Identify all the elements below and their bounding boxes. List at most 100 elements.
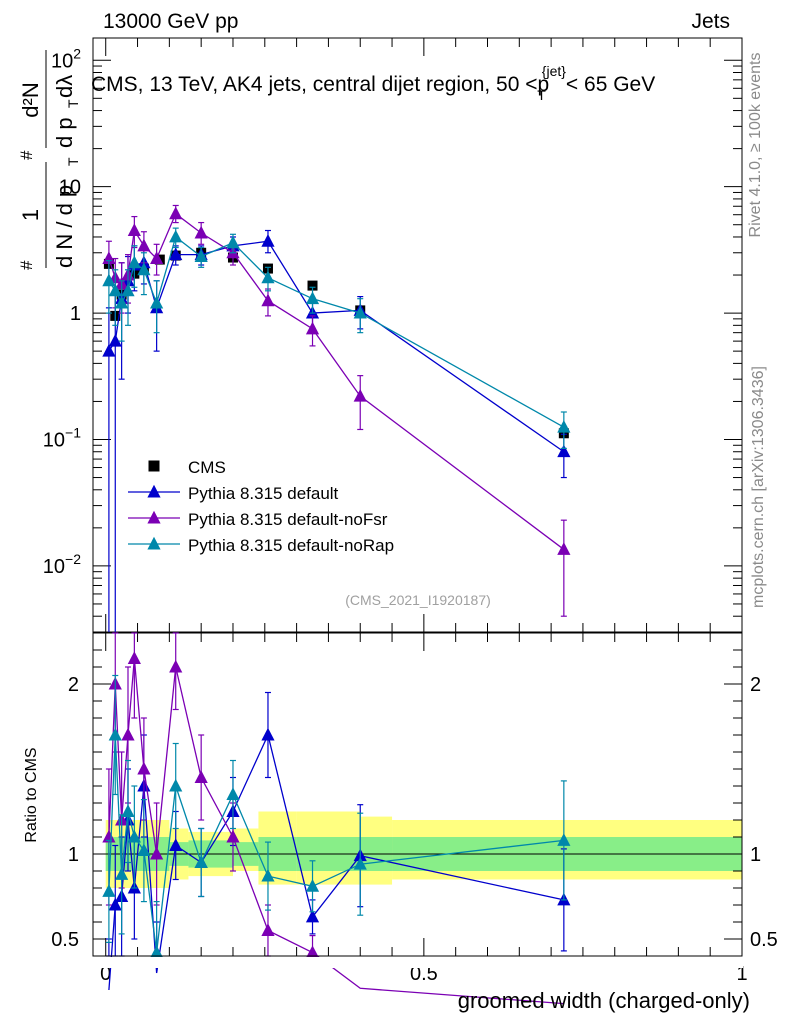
ratio-clip-bottom [92, 957, 743, 968]
x-axis-label: groomed width (charged-only) [458, 988, 750, 1013]
y-label-den2-sub: T [65, 99, 81, 108]
ratio-y-tick-label-right: 2 [750, 674, 761, 696]
noRap-point [557, 419, 571, 433]
noRap-ratio-point [108, 727, 122, 741]
noFsr-ratio-point [226, 829, 240, 843]
noRap-ratio-point [353, 856, 367, 870]
legend-marker-noRap [147, 536, 161, 550]
noRap-ratio-point [169, 778, 183, 792]
noFsr-point [102, 251, 116, 264]
ratio-series-noRap [102, 674, 571, 959]
rivet-label: Rivet 4.1.0, ≥ 100k events [747, 53, 764, 238]
y-label-den1: d N / d p [52, 185, 77, 268]
main-frame [92, 37, 743, 633]
default-ratio-point [305, 909, 320, 923]
y-label-den1-sub: T [65, 157, 81, 166]
noRap-ratio-point [137, 843, 151, 857]
ratio-y-label: Ratio to CMS [23, 747, 40, 842]
legend: CMS Pythia 8.315 default Pythia 8.315 defa… [128, 458, 394, 555]
mcplots-label: mcplots.cern.ch [arXiv:1306.3436] [750, 366, 767, 608]
main-panel-series [102, 204, 571, 632]
noFsr-point [305, 321, 320, 335]
noFsr-ratio-point [169, 659, 183, 673]
noRap-point [137, 262, 151, 276]
noFsr-ratio-point [121, 727, 135, 741]
default-ratio-line [108, 733, 564, 991]
noRap-ratio-point [102, 884, 116, 897]
default-point [557, 444, 571, 458]
noRap-ratio-point [121, 804, 135, 817]
x-tick-label: 0.5 [410, 963, 438, 985]
noFsr-point [261, 293, 275, 307]
y-label-hash: # [17, 260, 36, 270]
noFsr-ratio-point [261, 923, 275, 936]
noRap-point [261, 270, 275, 284]
noRap-ratio-point [150, 945, 164, 959]
ratio-y-tick-label: 1 [68, 844, 79, 866]
noRap-ratio-line [108, 734, 564, 953]
x-tick-label: 1 [736, 963, 747, 985]
beam-label: 13000 GeV pp [103, 10, 238, 33]
noFsr-point [137, 238, 151, 252]
noRap-ratio-point [226, 787, 240, 800]
noRap-point [194, 249, 208, 263]
noFsr-point [150, 251, 164, 264]
legend-label-noFsr: Pythia 8.315 default-noFsr [188, 510, 388, 529]
chart-title: CMS, 13 TeV, AK4 jets, central dijet reg… [91, 63, 655, 103]
ratio-y-tick-label-right: 0.5 [750, 929, 778, 951]
noFsr-ratio-point [305, 945, 320, 959]
y-label-den2b: dλ [52, 75, 77, 98]
plot-texts: CMS Pythia 8.315 default Pythia 8.315 defa… [17, 10, 767, 1013]
noRap-ratio-point [261, 868, 275, 882]
noRap-point [102, 273, 116, 287]
legend-marker-default [147, 484, 161, 498]
noRap-point [353, 305, 367, 319]
noRap-ratio-point [115, 867, 129, 880]
legend-label-cms: CMS [188, 458, 226, 477]
noFsr-point [353, 388, 367, 402]
noRap-point [108, 283, 122, 297]
y-tick-label: 10−1 [43, 424, 81, 451]
noRap-point [127, 255, 141, 269]
noRap-point [305, 291, 320, 305]
default-line [108, 240, 565, 453]
noRap-ratio-point [557, 833, 571, 846]
legend-label-noRap: Pythia 8.315 default-noRap [188, 536, 394, 555]
y-axis-label: #1 d N / d p T # d²N d p T dλ [17, 50, 81, 270]
default-point [169, 247, 183, 261]
noRap-point [115, 295, 129, 309]
noFsr-ratio-point [102, 829, 116, 843]
analysis-id: (CMS_2021_I1920187) [345, 592, 491, 608]
default-ratio-point [169, 838, 183, 851]
legend-marker-noFsr [147, 510, 161, 524]
ratio-frame [92, 632, 743, 957]
noRap-ratio-point [305, 879, 320, 892]
noRap-point [226, 235, 240, 249]
y-tick-label: 10 [59, 177, 81, 199]
default-point [102, 343, 116, 357]
noFsr-ratio-point [137, 761, 151, 775]
y-tick-label: 1 [70, 303, 81, 325]
noFsr-point [557, 542, 571, 555]
noRap-point [150, 295, 164, 309]
series-default [102, 229, 571, 632]
noRap-point [169, 229, 183, 243]
y-label-hash2: # [17, 150, 36, 160]
series-noRap [102, 227, 571, 450]
ratio-y-tick-label-right: 1 [750, 844, 761, 866]
x-tick-label: 0 [100, 963, 111, 985]
legend-label-default: Pythia 8.315 default [188, 484, 339, 503]
category-label: Jets [691, 10, 730, 33]
y-label-num1: 1 [18, 209, 43, 221]
default-point [108, 333, 122, 347]
noRap-ratio-point [127, 829, 141, 843]
default-ratio-point [108, 897, 122, 911]
default-ratio-point [261, 727, 275, 741]
y-tick-label: 10−2 [43, 551, 81, 578]
ratio-y-tick-label: 2 [68, 674, 79, 696]
noFsr-point [169, 206, 183, 220]
noFsr-point [194, 225, 208, 239]
ratio-y-tick-label: 0.5 [51, 929, 79, 951]
y-tick-label: 102 [51, 45, 81, 72]
noRap-point [121, 283, 135, 297]
